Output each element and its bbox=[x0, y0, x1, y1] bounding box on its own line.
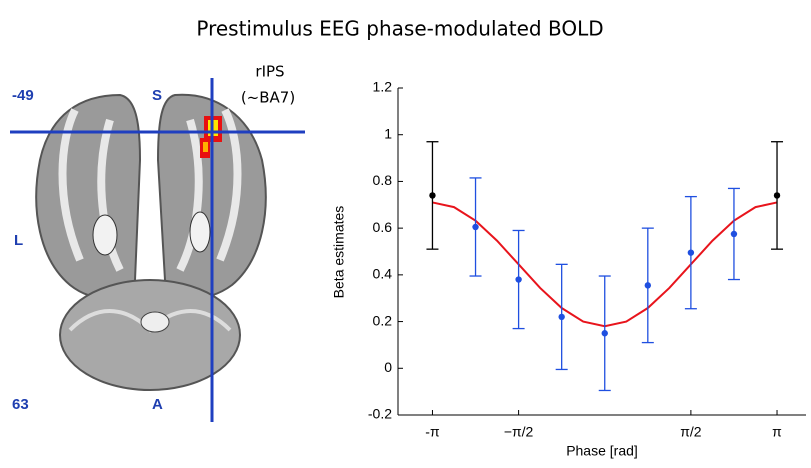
brain-label: L bbox=[14, 232, 23, 249]
point bbox=[601, 330, 608, 337]
y-tick-label: 0 bbox=[384, 359, 392, 375]
point bbox=[687, 249, 695, 256]
y-tick-label: -0.2 bbox=[368, 406, 392, 422]
y-tick-label: 1.2 bbox=[373, 79, 393, 95]
x-axis-label: Phase [rad] bbox=[566, 443, 638, 459]
point bbox=[558, 313, 565, 321]
brain-image bbox=[10, 78, 305, 422]
y-tick-label: 0.2 bbox=[373, 312, 393, 328]
point bbox=[515, 276, 522, 283]
brain-label: S bbox=[152, 87, 162, 104]
figure-title: Prestimulus EEG phase-modulated BOLD bbox=[196, 17, 603, 41]
point bbox=[644, 282, 652, 289]
brain-label: -49 bbox=[12, 87, 34, 104]
region-note: (~BA7) bbox=[241, 89, 295, 107]
x-tick-label: -π bbox=[425, 424, 440, 440]
point bbox=[472, 223, 479, 231]
y-axis-label: Beta estimates bbox=[331, 206, 347, 299]
point bbox=[730, 230, 738, 238]
y-tick-label: 0.4 bbox=[373, 266, 393, 282]
brain-label: 63 bbox=[12, 396, 29, 413]
x-tick-label: π bbox=[772, 424, 782, 440]
x-tick-label: π/2 bbox=[680, 424, 702, 440]
region-label: rIPS bbox=[255, 63, 284, 81]
x-tick-label: −π/2 bbox=[504, 424, 534, 440]
y-tick-label: 0.6 bbox=[373, 219, 393, 235]
y-tick-label: 0.8 bbox=[373, 172, 393, 188]
y-tick-label: 1 bbox=[384, 125, 392, 141]
point bbox=[429, 192, 436, 199]
brain-label: A bbox=[152, 396, 163, 413]
point bbox=[773, 192, 781, 199]
